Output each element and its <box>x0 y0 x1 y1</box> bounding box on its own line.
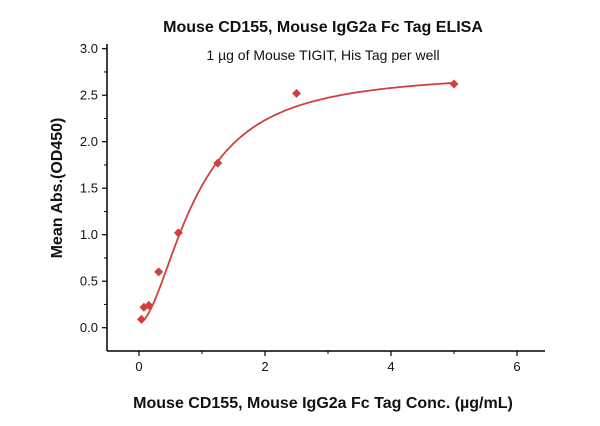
y-axis-label: Mean Abs.(OD450) <box>49 118 66 259</box>
y-tick-label: 2.0 <box>80 134 98 149</box>
data-point <box>173 228 183 238</box>
y-tick-label: 3.0 <box>80 41 98 56</box>
chart-title: Mouse CD155, Mouse IgG2a Fc Tag ELISA <box>163 19 483 36</box>
x-tick-label: 4 <box>387 359 394 374</box>
x-axis-label: Mouse CD155, Mouse IgG2a Fc Tag Conc. (µ… <box>133 395 513 412</box>
chart-subtitle: 1 µg of Mouse TIGIT, His Tag per well <box>206 47 439 63</box>
y-tick-label: 0.0 <box>80 320 98 335</box>
data-point <box>136 314 146 324</box>
y-tick-label: 1.0 <box>80 227 98 242</box>
data-point <box>154 267 164 277</box>
data-point <box>449 79 459 89</box>
y-tick-label: 1.5 <box>80 181 98 196</box>
fit-curve <box>140 82 454 324</box>
x-tick-label: 0 <box>135 359 142 374</box>
y-tick-label: 2.5 <box>80 88 98 103</box>
x-tick-label: 2 <box>261 359 268 374</box>
data-point <box>292 88 301 98</box>
data-point <box>213 158 223 168</box>
data-point <box>144 300 154 310</box>
x-tick-label: 6 <box>513 359 520 374</box>
y-tick-label: 0.5 <box>80 274 98 289</box>
